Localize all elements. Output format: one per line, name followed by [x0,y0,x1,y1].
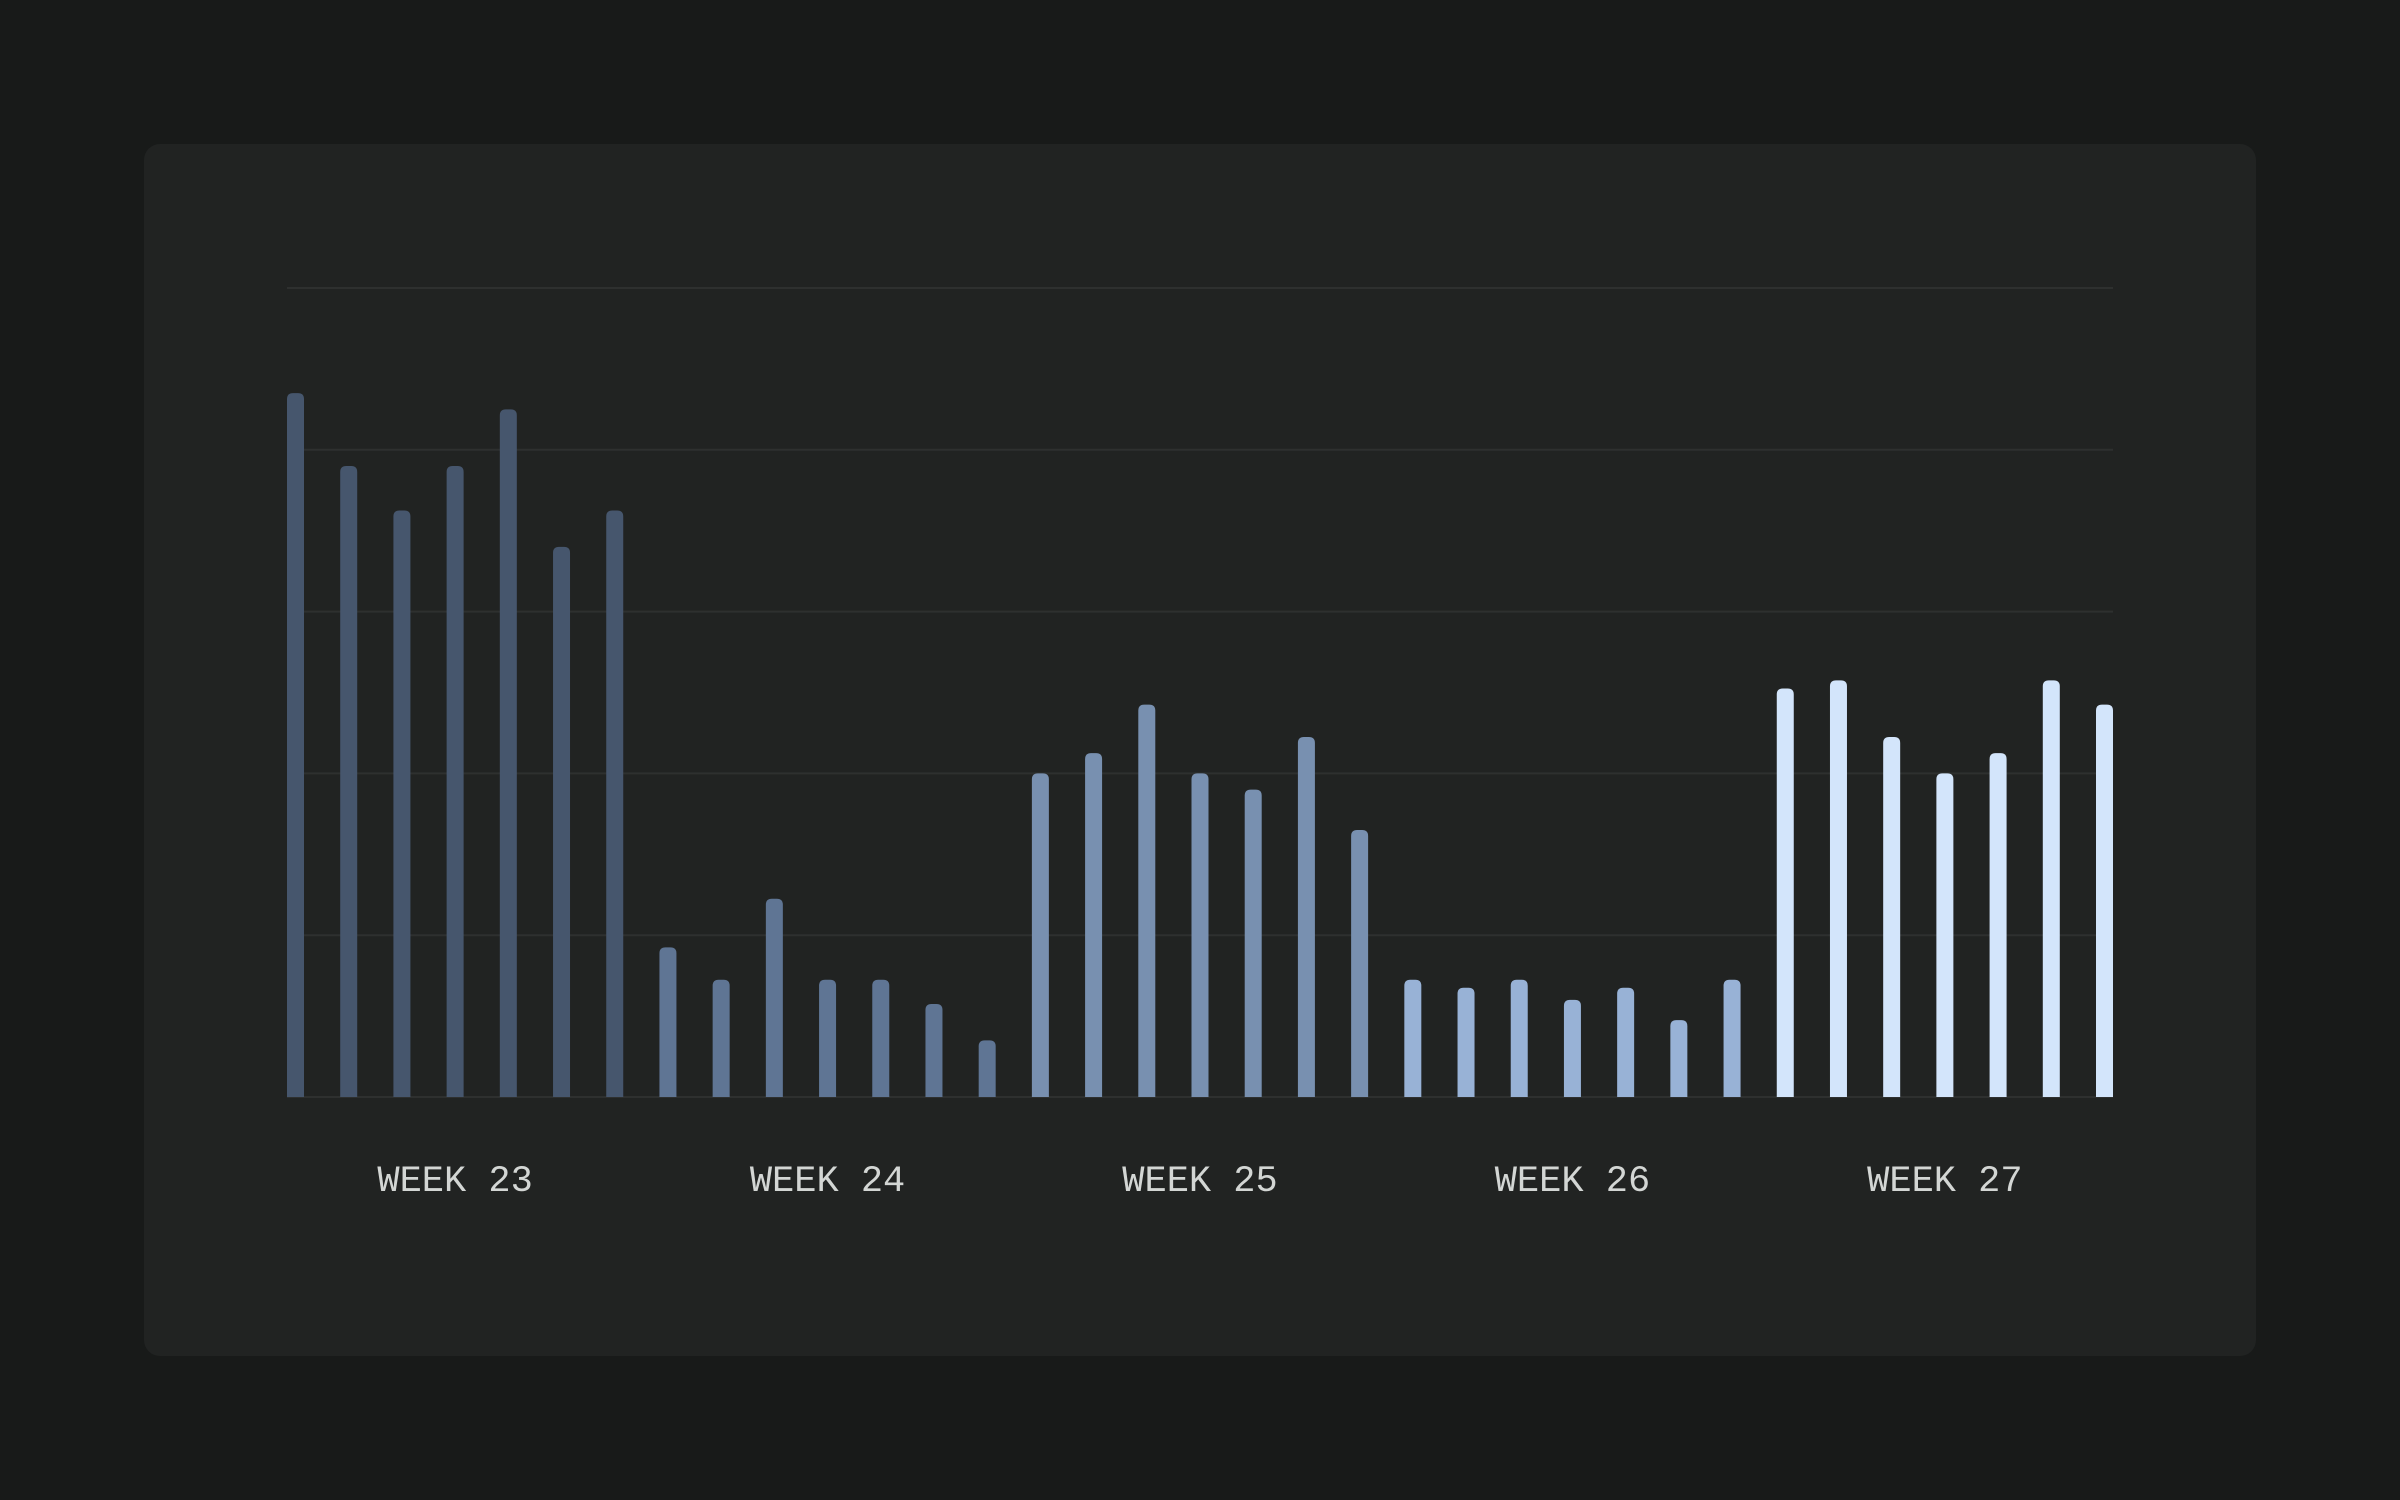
bar-week-25-6 [1297,736,1315,1097]
bar-week-26-4 [1563,999,1581,1097]
week-label-1: WEEK 23 [377,1161,532,1203]
bar-week-23-5 [499,409,517,1098]
week-label-5: WEEK 27 [1867,1161,2022,1203]
bar-week-23-4 [446,465,464,1098]
bar-week-25-5 [1244,789,1262,1097]
bar-week-26-2 [1457,987,1475,1097]
bar-week-26-6 [1670,1020,1688,1097]
bar-week-24-4 [819,979,837,1097]
bar-week-25-1 [1031,773,1049,1097]
bar-week-26-7 [1723,979,1741,1097]
bar-week-26-1 [1404,979,1422,1097]
bar-week-24-6 [925,1003,943,1097]
week-labels: WEEK 23 WEEK 24 WEEK 25 WEEK 26 WEEK 27 [377,1161,2022,1203]
bar-series [287,393,2113,1098]
bar-week-27-7 [2096,704,2113,1097]
bar-week-27-1 [1776,688,1794,1097]
bar-week-23-6 [553,546,571,1097]
bar-week-27-2 [1829,680,1847,1097]
bar-week-25-7 [1351,830,1369,1097]
bar-week-27-6 [2042,680,2060,1097]
bar-week-23-7 [606,510,624,1098]
bar-week-27-4 [1936,773,1954,1097]
bar-week-27-3 [1883,736,1901,1097]
bar-week-24-5 [872,979,890,1097]
chart-card [144,144,2256,1356]
bar-week-24-7 [978,1040,996,1097]
bar-week-24-2 [712,979,730,1097]
bar-week-24-3 [765,898,783,1097]
week-label-4: WEEK 26 [1495,1161,1650,1203]
week-label-3: WEEK 25 [1122,1161,1277,1203]
bar-week-25-3 [1138,704,1156,1097]
bar-week-23-3 [393,510,411,1098]
bar-week-23-2 [340,465,358,1098]
bar-week-26-3 [1510,979,1528,1097]
bar-week-23-1 [287,393,304,1097]
bar-week-24-1 [659,947,677,1097]
bar-week-26-5 [1617,987,1635,1097]
bar-week-25-2 [1085,753,1103,1097]
bar-week-25-4 [1191,773,1209,1097]
week-label-2: WEEK 24 [750,1161,905,1203]
bar-week-27-5 [1989,753,2007,1097]
